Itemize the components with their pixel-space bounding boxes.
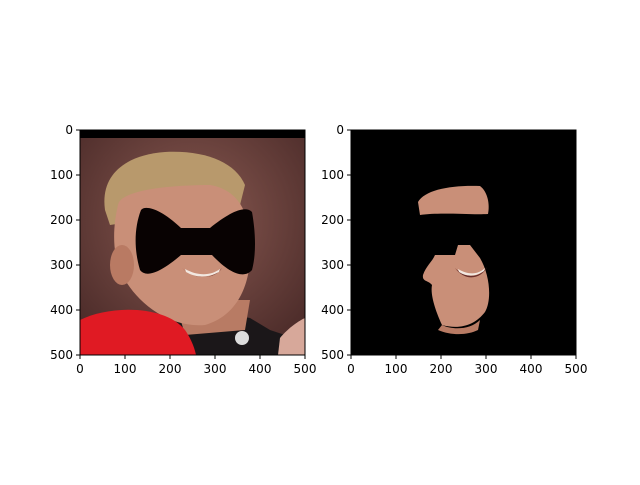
left-x-tick-label: 100 xyxy=(114,362,137,376)
ear-shape xyxy=(110,245,134,285)
red-paddle xyxy=(80,309,196,355)
right-teeth-shape xyxy=(458,268,485,276)
shirt-logo-icon xyxy=(235,331,249,345)
left-top-black-band xyxy=(80,130,305,138)
forehead-segment xyxy=(418,185,489,215)
right-image-panel: 0 100 200 300 400 500 0 100 200 300 400 500 xyxy=(321,123,587,376)
left-y-ticks: 0 100 200 300 400 500 xyxy=(50,123,80,362)
left-y-tick-label: 500 xyxy=(50,348,73,362)
right-y-tick-label: 300 xyxy=(321,258,344,272)
right-x-tick-label: 300 xyxy=(475,362,498,376)
left-y-tick-label: 200 xyxy=(50,213,73,227)
right-x-tick-label: 200 xyxy=(430,362,453,376)
left-x-tick-label: 400 xyxy=(249,362,272,376)
left-y-tick-label: 400 xyxy=(50,303,73,317)
right-y-tick-label: 400 xyxy=(321,303,344,317)
left-x-ticks: 0 100 200 300 400 500 xyxy=(76,355,316,376)
right-x-tick-label: 100 xyxy=(385,362,408,376)
left-axes-frame xyxy=(79,129,306,356)
right-y-tick-label: 100 xyxy=(321,168,344,182)
left-y-tick-label: 0 xyxy=(65,123,73,137)
left-y-tick-label: 300 xyxy=(50,258,73,272)
teeth-shape xyxy=(185,269,220,277)
hand-shape xyxy=(278,318,305,355)
left-x-tick-label: 500 xyxy=(294,362,317,376)
right-y-tick-label: 200 xyxy=(321,213,344,227)
chin-segment xyxy=(438,320,480,335)
right-axes-frame xyxy=(350,129,577,356)
left-x-tick-label: 300 xyxy=(204,362,227,376)
right-y-ticks: 0 100 200 300 400 500 xyxy=(321,123,351,362)
right-x-ticks: 0 100 200 300 400 500 xyxy=(347,355,587,376)
lower-face-segment xyxy=(422,245,490,327)
left-x-tick-label: 0 xyxy=(76,362,84,376)
left-y-tick-label: 100 xyxy=(50,168,73,182)
right-x-tick-label: 500 xyxy=(565,362,588,376)
right-x-tick-label: 0 xyxy=(347,362,355,376)
right-y-tick-label: 0 xyxy=(336,123,344,137)
bowtie-mask xyxy=(135,207,255,275)
left-image-panel: 0 100 200 300 400 500 0 100 200 300 400 500 xyxy=(50,123,316,376)
right-y-tick-label: 500 xyxy=(321,348,344,362)
left-x-tick-label: 200 xyxy=(159,362,182,376)
right-x-tick-label: 400 xyxy=(520,362,543,376)
right-mouth-shape xyxy=(455,267,487,278)
